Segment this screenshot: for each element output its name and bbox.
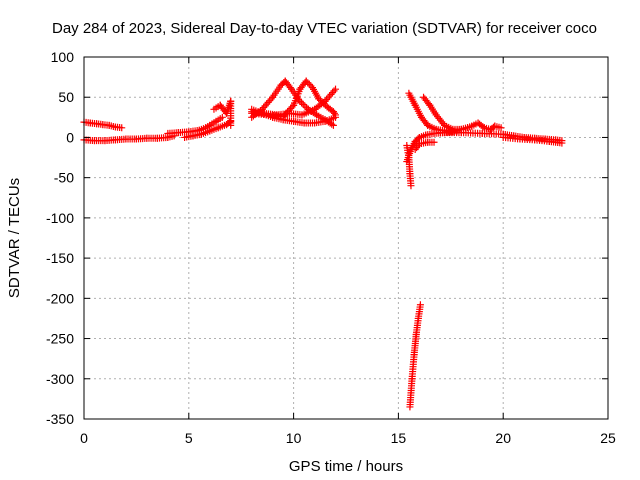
data-point xyxy=(266,97,274,105)
x-tick-label: 25 xyxy=(600,430,616,446)
data-points xyxy=(80,77,566,411)
x-tick-label: 20 xyxy=(495,430,511,446)
x-axis-label: GPS time / hours xyxy=(289,458,403,475)
data-point xyxy=(332,85,340,93)
data-point xyxy=(218,113,226,121)
data-point xyxy=(287,104,295,112)
grid-lines xyxy=(84,57,608,419)
data-point xyxy=(298,99,306,107)
data-point xyxy=(329,121,337,129)
y-tick-label: -200 xyxy=(46,290,74,306)
data-point xyxy=(261,102,269,110)
data-point xyxy=(327,90,335,98)
data-point xyxy=(301,102,309,110)
data-point xyxy=(329,89,337,97)
x-tick-label: 5 xyxy=(185,430,193,446)
data-point xyxy=(305,80,313,88)
y-tick-label: -350 xyxy=(46,411,74,427)
x-tick-label: 10 xyxy=(286,430,302,446)
data-point xyxy=(227,121,235,129)
y-tick-label: 100 xyxy=(51,49,75,65)
data-point xyxy=(288,103,296,111)
data-point xyxy=(479,123,487,131)
y-axis-label: SDTVAR / TECUs xyxy=(6,178,23,298)
y-tick-label: -150 xyxy=(46,250,74,266)
data-point xyxy=(326,92,334,100)
data-point xyxy=(302,77,310,85)
y-tick-label: -250 xyxy=(46,331,74,347)
data-point xyxy=(286,84,294,92)
data-point xyxy=(558,139,566,147)
data-point xyxy=(315,95,323,103)
data-point xyxy=(304,79,312,87)
data-point xyxy=(332,111,340,119)
axis-ticks: 0 5 10 15 20 25 -350 -300 -250 -200 -150 -100 -50 0 50… xyxy=(46,49,616,446)
data-point xyxy=(264,98,272,106)
data-point xyxy=(321,97,329,105)
data-point xyxy=(118,124,126,132)
data-point xyxy=(430,138,438,146)
y-tick-label: -50 xyxy=(54,170,74,186)
x-tick-label: 0 xyxy=(80,430,88,446)
y-tick-label: 50 xyxy=(58,89,74,105)
x-tick-label: 15 xyxy=(391,430,407,446)
plot-frame xyxy=(83,56,609,420)
data-point xyxy=(263,100,271,108)
data-point xyxy=(323,96,331,104)
chart-title: Day 284 of 2023, Sidereal Day-to-day VTE… xyxy=(52,20,597,37)
data-point xyxy=(497,124,505,132)
data-point xyxy=(324,94,332,102)
y-tick-label: -300 xyxy=(46,371,74,387)
data-point xyxy=(407,182,415,190)
data-point xyxy=(425,100,433,108)
y-tick-label: 0 xyxy=(66,129,74,145)
data-point xyxy=(416,301,424,309)
data-point xyxy=(330,109,338,117)
data-point xyxy=(330,87,338,95)
y-tick-label: -100 xyxy=(46,210,74,226)
data-point xyxy=(299,100,307,108)
data-point xyxy=(267,95,275,103)
